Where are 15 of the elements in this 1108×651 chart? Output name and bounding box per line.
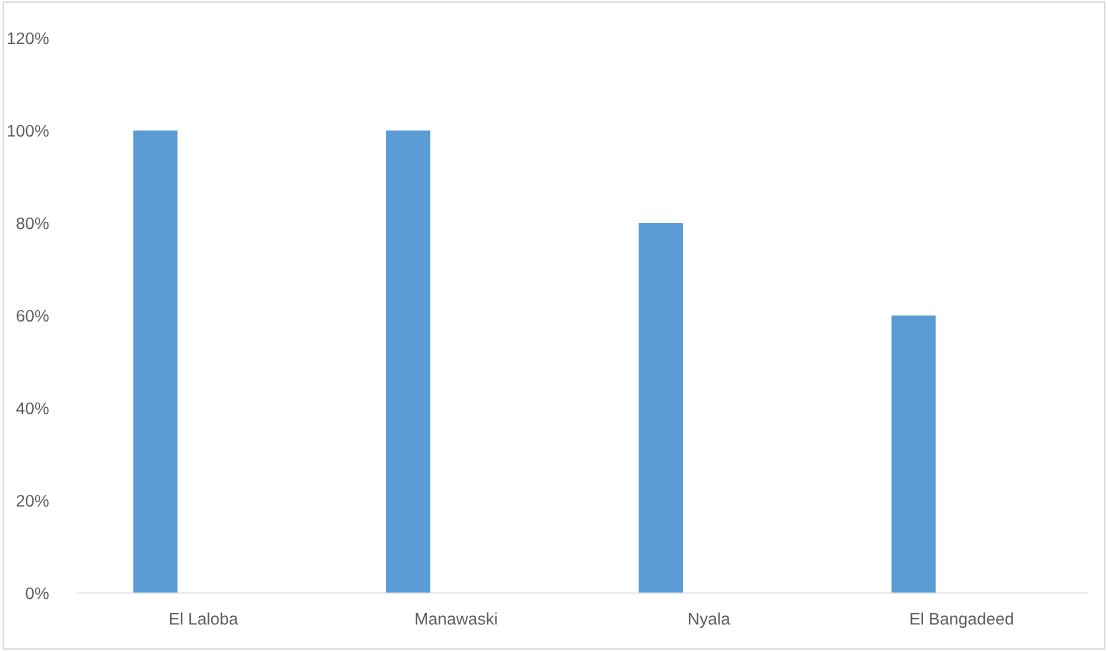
- y-tick-label: 80%: [16, 217, 49, 230]
- x-tick-label: El Bangadeed: [910, 612, 1013, 628]
- bar: [891, 315, 936, 593]
- y-tick-label: 60%: [16, 309, 49, 322]
- bar: [385, 130, 431, 593]
- bar: [133, 130, 178, 593]
- x-tick-label: El Laloba: [169, 612, 239, 625]
- bar: [638, 223, 683, 593]
- y-tick-label: 20%: [16, 494, 49, 507]
- y-tick-label: 100%: [7, 124, 49, 137]
- y-tick-label: 0%: [25, 587, 49, 600]
- y-tick-label: 40%: [16, 402, 49, 415]
- y-tick-label: 120%: [7, 32, 49, 45]
- x-tick-label: Nyala: [688, 612, 731, 628]
- x-tick-label: Manawaski: [415, 612, 497, 625]
